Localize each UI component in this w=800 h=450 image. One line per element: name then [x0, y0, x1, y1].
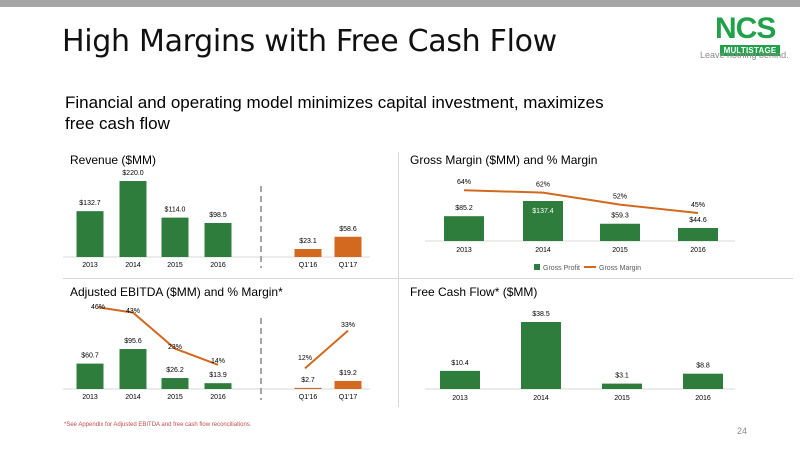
gross-margin-tick-label: 2013 [456, 247, 472, 254]
fcf-data-label: $38.5 [532, 311, 550, 318]
ebitda-pct-label: 14% [211, 358, 225, 365]
fcf-bar [521, 322, 561, 389]
gross-margin-tick-label: 2015 [612, 247, 628, 254]
revenue-data-label: $220.0 [122, 170, 144, 177]
ebitda-margin-line-annual [97, 306, 219, 366]
ebitda-bar [119, 349, 147, 389]
ebitda-bar [161, 378, 189, 389]
gross-margin-line [463, 189, 699, 214]
revenue-tick-label: Q1'16 [299, 262, 318, 269]
gross-margin-tick-label: 2014 [535, 247, 551, 254]
fcf-tick-label: 2014 [533, 395, 549, 402]
ebitda-data-label: $2.7 [301, 377, 315, 384]
fcf-bar [683, 373, 723, 389]
gross-margin-pct-label: 62% [536, 182, 550, 189]
fcf-chart-title: Free Cash Flow* ($MM) [410, 285, 538, 299]
revenue-data-label: $132.7 [79, 200, 101, 207]
ebitda-tick-label: Q1'17 [339, 394, 358, 401]
gross-profit-bar [523, 201, 563, 241]
gross-profit-bar [678, 228, 718, 241]
ebitda-pct-label: 23% [168, 344, 182, 351]
vertical-divider [398, 152, 399, 407]
ebitda-margin-line-quarterly [304, 329, 349, 370]
revenue-tick-label: 2013 [82, 262, 98, 269]
gross-margin-pct-label: 64% [457, 179, 471, 186]
fcf-bar [440, 370, 480, 389]
revenue-bar [294, 249, 322, 257]
gross-profit-data-label: $44.6 [689, 217, 707, 224]
ebitda-tick-label: 2015 [167, 394, 183, 401]
revenue-tick-label: Q1'17 [339, 262, 358, 269]
ebitda-data-label: $60.7 [81, 353, 99, 360]
fcf-data-label: $8.8 [696, 363, 710, 370]
revenue-bar [76, 211, 104, 257]
legend-gross-profit-swatch [534, 264, 540, 270]
fcf-bar [602, 383, 642, 389]
ebitda-tick-label: 2016 [210, 394, 226, 401]
ebitda-tick-label: Q1'16 [299, 394, 318, 401]
fcf-tick-label: 2016 [695, 395, 711, 402]
gross-margin-chart-title: Gross Margin ($MM) and % Margin [410, 153, 598, 167]
revenue-bar [204, 222, 232, 257]
revenue-tick-label: 2015 [167, 262, 183, 269]
gross-profit-bar [600, 223, 640, 241]
ebitda-tick-label: 2013 [82, 394, 98, 401]
ebitda-data-label: $19.2 [339, 370, 357, 377]
revenue-bar [119, 181, 147, 257]
revenue-data-label: $98.5 [209, 212, 227, 219]
page-number: 24 [737, 426, 748, 436]
gross-profit-data-label: $85.2 [455, 205, 473, 212]
top-accent-bar [0, 0, 800, 7]
ebitda-data-label: $26.2 [166, 367, 184, 374]
ebitda-bar [76, 363, 104, 389]
revenue-bar [334, 236, 362, 257]
ebitda-bar [204, 383, 232, 389]
ebitda-pct-label: 33% [341, 322, 355, 329]
ebitda-tick-label: 2014 [125, 394, 141, 401]
tagline: Leave nothing behind. [700, 50, 789, 60]
revenue-chart-title: Revenue ($MM) [70, 153, 157, 167]
gross-margin-pct-label: 45% [691, 202, 705, 209]
footnote: *See Appendix for Adjusted EBITDA and fr… [64, 422, 252, 428]
fcf-data-label: $3.1 [615, 373, 629, 380]
gross-profit-data-label: $59.3 [611, 213, 629, 220]
horizontal-divider [63, 278, 793, 279]
revenue-bar [161, 217, 189, 257]
gross-profit-bar [444, 216, 484, 241]
revenue-tick-label: 2014 [125, 262, 141, 269]
legend-gross-profit-label: Gross Profit [543, 265, 580, 272]
ebitda-bar [294, 387, 322, 389]
page-title: High Margins with Free Cash Flow [62, 24, 557, 59]
fcf-tick-label: 2013 [452, 395, 468, 402]
ebitda-pct-label: 46% [91, 304, 105, 311]
slide-subtitle: Financial and operating model minimizes … [65, 93, 604, 133]
ebitda-data-label: $95.6 [124, 338, 142, 345]
gross-profit-data-label: $137.4 [532, 208, 554, 215]
revenue-data-label: $58.6 [339, 226, 357, 233]
revenue-data-label: $23.1 [299, 238, 317, 245]
logo-wordmark: NCS [715, 12, 776, 45]
company-logo: NCS MULTISTAGE [712, 14, 790, 64]
ebitda-bar [334, 380, 362, 389]
logo-subtext: MULTISTAGE [720, 45, 780, 56]
legend-gross-margin-label: Gross Margin [599, 265, 641, 272]
fcf-data-label: $10.4 [451, 360, 469, 367]
fcf-tick-label: 2015 [614, 395, 630, 402]
revenue-tick-label: 2016 [210, 262, 226, 269]
ebitda-pct-label: 12% [298, 355, 312, 362]
ebitda-pct-label: 43% [126, 308, 140, 315]
revenue-data-label: $114.0 [165, 207, 186, 214]
gross-margin-tick-label: 2016 [690, 247, 706, 254]
ebitda-chart-title: Adjusted EBITDA ($MM) and % Margin* [70, 285, 283, 299]
gross-margin-pct-label: 52% [613, 194, 627, 201]
ebitda-data-label: $13.9 [209, 372, 227, 379]
